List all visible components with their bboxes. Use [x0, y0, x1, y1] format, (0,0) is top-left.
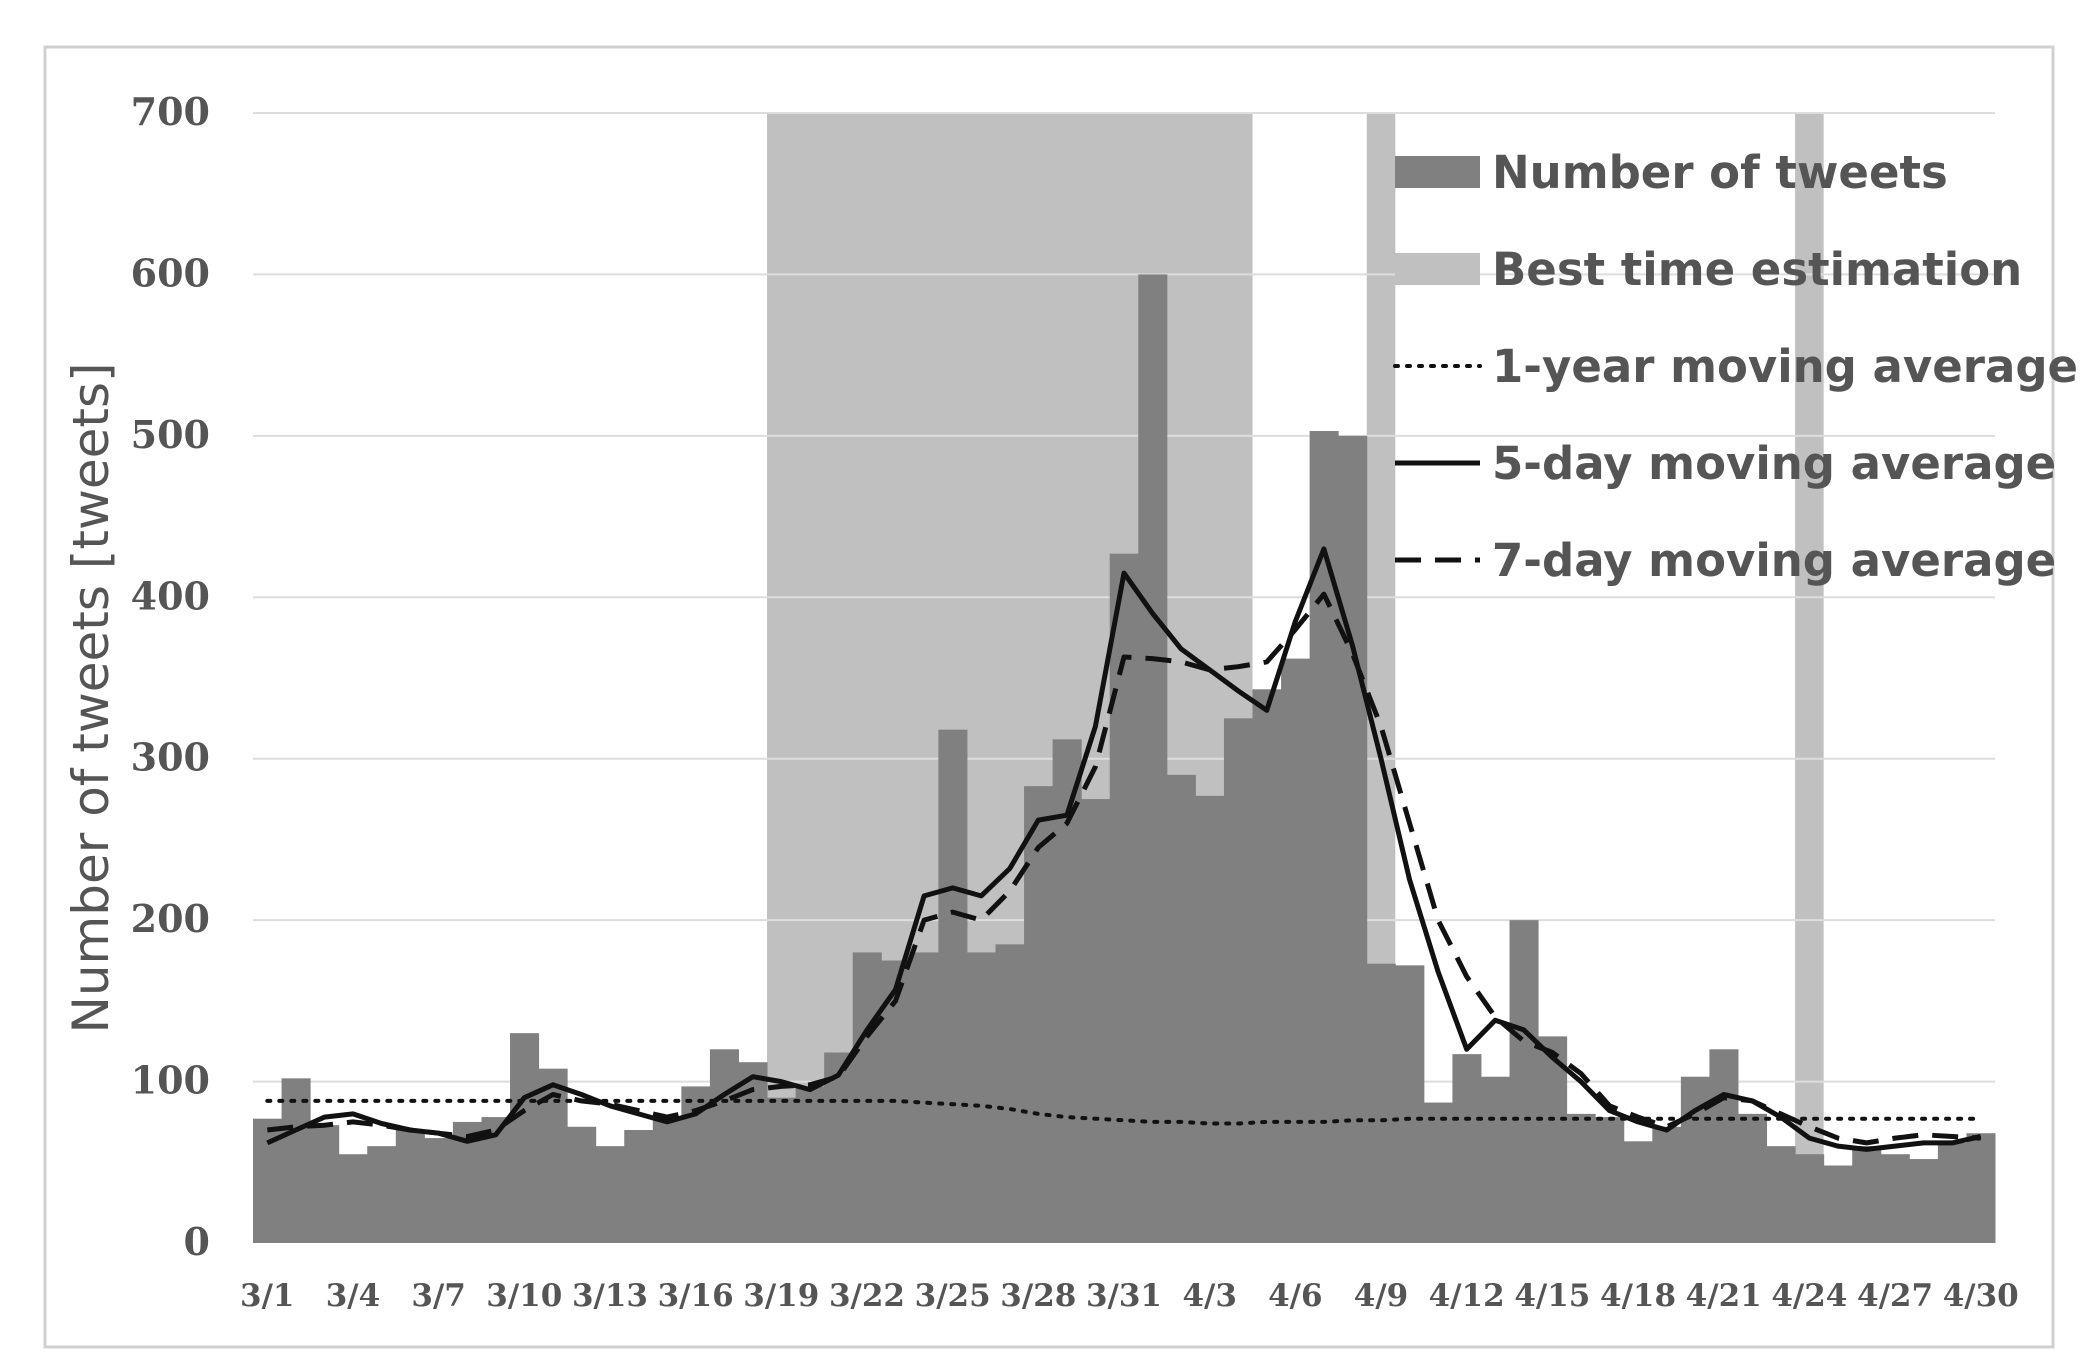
bar-4-3 [1195, 795, 1225, 1243]
bar-4-10 [1395, 965, 1425, 1243]
bar-3-2 [281, 1078, 311, 1243]
y-tick-700: 700 [131, 89, 210, 134]
y-axis-ticks: 0 100 200 300 400 500 600 700 [131, 89, 210, 1264]
line-5-day-moving-average [266, 546, 1982, 1152]
x-tick-3-28: 3/28 [1000, 1278, 1076, 1314]
bar-3-10 [510, 1033, 540, 1243]
bar-4-11 [1423, 1102, 1453, 1243]
y-tick-0: 0 [184, 1219, 210, 1264]
x-tick-3-1: 3/1 [240, 1278, 294, 1314]
x-tick-4-21: 4/21 [1686, 1278, 1762, 1314]
bar-4-1 [1138, 274, 1168, 1243]
bar-4-18 [1623, 1141, 1653, 1243]
bar-4-29 [1937, 1142, 1967, 1243]
bar-3-30 [1081, 799, 1111, 1243]
bar-4-17 [1595, 1117, 1625, 1243]
bar-4-16 [1566, 1113, 1596, 1243]
x-tick-4-6: 4/6 [1268, 1278, 1322, 1314]
bar-4-13 [1480, 1076, 1511, 1243]
bar-3-27 [995, 944, 1025, 1243]
x-tick-3-10: 3/10 [486, 1278, 562, 1314]
bar-4-4 [1223, 718, 1254, 1243]
bar-3-28 [1024, 786, 1054, 1243]
bar-3-19 [767, 1097, 797, 1243]
bar-3-25 [938, 729, 968, 1243]
bar-4-26 [1852, 1146, 1882, 1243]
x-tick-4-3: 4/3 [1182, 1278, 1236, 1314]
bar-3-31 [1109, 553, 1139, 1243]
x-tick-3-25: 3/25 [915, 1278, 991, 1314]
bar-3-12 [567, 1126, 597, 1243]
y-tick-400: 400 [131, 573, 210, 618]
bar-3-21 [824, 1052, 854, 1243]
legend-label-5-day-moving-average: 5-day moving average [1492, 437, 2056, 490]
x-tick-3-31: 3/31 [1086, 1278, 1162, 1314]
bar-3-24 [909, 952, 939, 1243]
bar-3-17 [709, 1049, 739, 1243]
legend-label-number-of-tweets: Number of tweets [1492, 146, 1948, 199]
legend: Number of tweets Best time estimation 1-ye… [1393, 146, 2078, 587]
x-tick-4-24: 4/24 [1771, 1278, 1847, 1314]
bar-4-2 [1166, 774, 1196, 1243]
bar-3-4 [338, 1154, 368, 1243]
bar-4-14 [1509, 920, 1539, 1243]
bar-3-22 [852, 952, 882, 1243]
legend-swatch-number-of-tweets [1395, 156, 1480, 188]
y-tick-100: 100 [131, 1058, 210, 1103]
bar-4-12 [1452, 1054, 1482, 1243]
bar-3-5 [367, 1146, 397, 1243]
bar-3-7 [424, 1138, 454, 1243]
bar-3-6 [395, 1130, 425, 1243]
bar-4-27 [1880, 1154, 1910, 1243]
y-tick-500: 500 [131, 412, 210, 457]
moving-average-lines [265, 546, 1983, 1152]
legend-label-1-year-moving-average: 1-year moving average [1492, 340, 2078, 393]
legend-swatch-best-time-estimation [1395, 253, 1480, 285]
bar-3-13 [595, 1146, 625, 1243]
x-tick-4-12: 4/12 [1429, 1278, 1505, 1314]
bar-4-23 [1766, 1146, 1796, 1243]
legend-label-7-day-moving-average: 7-day moving average [1492, 534, 2056, 587]
x-tick-4-27: 4/27 [1857, 1278, 1933, 1314]
x-tick-3-13: 3/13 [572, 1278, 648, 1314]
x-tick-3-19: 3/19 [743, 1278, 819, 1314]
y-tick-200: 200 [131, 896, 210, 941]
bar-4-21 [1709, 1049, 1739, 1243]
x-axis-ticks: 3/1 3/4 3/7 3/10 3/13 3/16 3/19 3/22 3/25 3/28 3/3… [240, 1278, 2019, 1314]
x-tick-4-9: 4/9 [1354, 1278, 1408, 1314]
bar-3-14 [624, 1130, 654, 1243]
bar-3-20 [795, 1086, 825, 1243]
bar-4-25 [1823, 1165, 1853, 1243]
bar-4-22 [1737, 1113, 1768, 1243]
bar-4-5 [1252, 689, 1282, 1243]
bar-4-19 [1652, 1126, 1682, 1243]
bar-4-6 [1281, 658, 1311, 1243]
x-tick-4-18: 4/18 [1600, 1278, 1676, 1314]
y-tick-300: 300 [131, 735, 210, 780]
x-tick-3-16: 3/16 [658, 1278, 734, 1314]
x-tick-3-22: 3/22 [829, 1278, 905, 1314]
bar-4-8 [1338, 435, 1368, 1243]
bar-3-26 [966, 952, 996, 1243]
x-tick-4-15: 4/15 [1514, 1278, 1590, 1314]
bar-4-30 [1966, 1133, 1996, 1243]
y-axis-label: Number of tweets [tweets] [62, 362, 120, 1033]
x-tick-3-4: 3/4 [326, 1278, 380, 1314]
bar-4-20 [1680, 1076, 1710, 1243]
bar-3-3 [310, 1125, 340, 1243]
bar-3-15 [652, 1118, 682, 1243]
y-tick-600: 600 [131, 250, 210, 295]
x-tick-3-7: 3/7 [411, 1278, 465, 1314]
bar-4-15 [1538, 1036, 1568, 1243]
bar-4-9 [1366, 963, 1396, 1243]
tweet-bars [253, 274, 1996, 1243]
line-7-day-moving-average [267, 591, 1981, 1146]
x-tick-4-30: 4/30 [1943, 1278, 2019, 1314]
bar-4-28 [1909, 1159, 1939, 1243]
legend-label-best-time-estimation: Best time estimation [1492, 243, 2022, 296]
line-1-year-moving-average [265, 1098, 1983, 1126]
bar-4-24 [1795, 1154, 1825, 1243]
best-time-band-3 [1795, 113, 1824, 1243]
